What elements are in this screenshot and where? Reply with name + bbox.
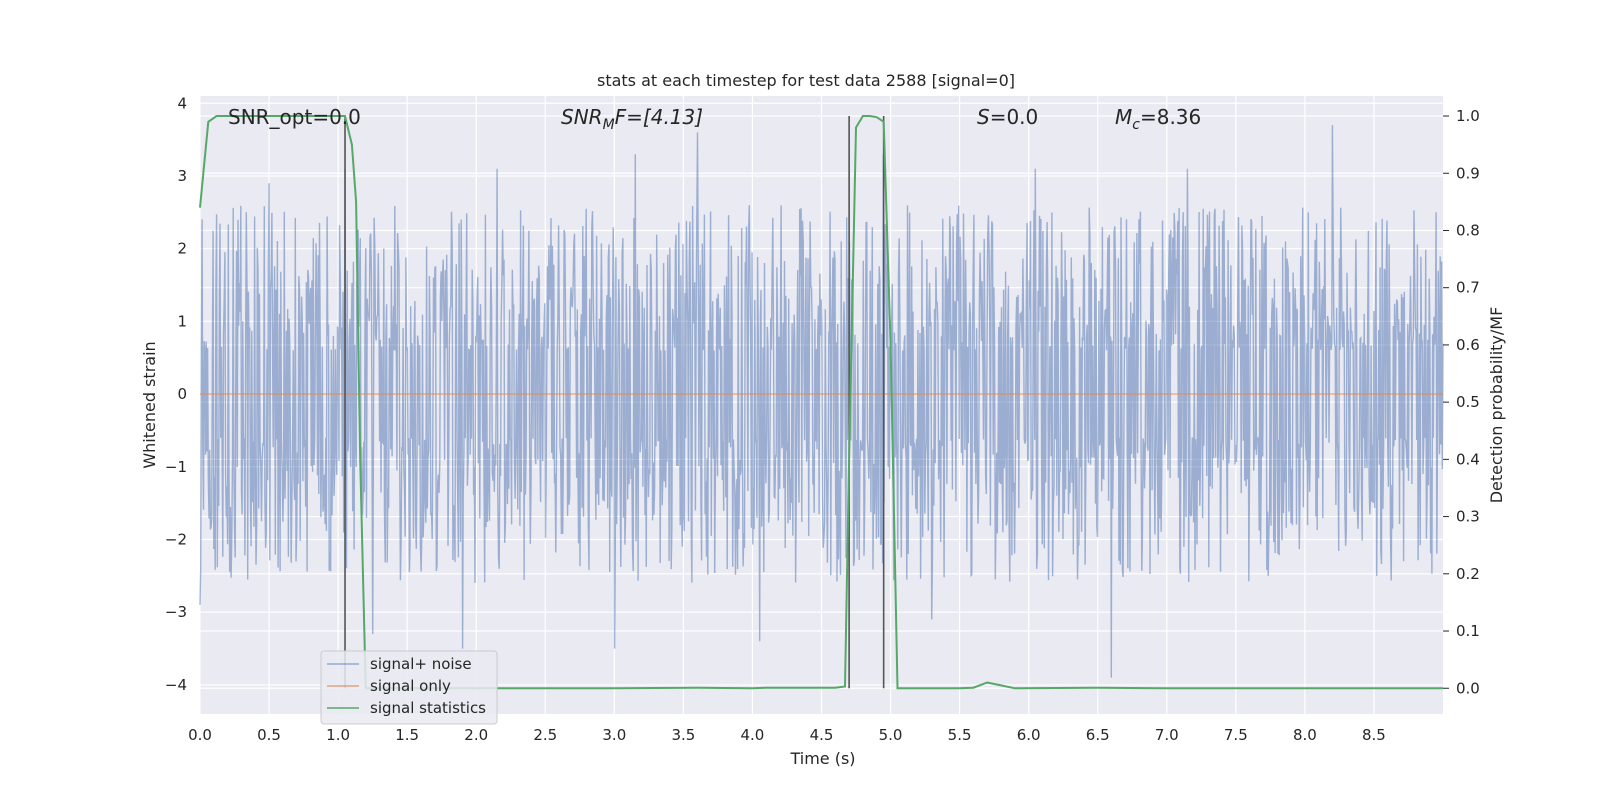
x-tick-label: 1.5: [395, 726, 419, 744]
x-tick-label: 7.0: [1155, 726, 1179, 744]
x-tick-label: 1.0: [326, 726, 350, 744]
y-left-tick-label: −3: [165, 603, 187, 621]
x-tick-label: 2.5: [533, 726, 557, 744]
vertical-markers: [344, 116, 885, 689]
annotation-s-italic: S: [977, 105, 990, 129]
annotation-snr-mf-sub: M: [603, 117, 615, 133]
y-left-tick-label: −1: [165, 458, 187, 476]
y-right-tick-labels: 1.0 0.9 0.8 0.7 0.6 0.5 0.4 0.3 0.2 0.1 0.0: [1443, 107, 1480, 697]
y-right-tick-label: 0.7: [1456, 279, 1480, 297]
signal-noise-series: [199, 125, 1444, 678]
annotation-snr-mf: SNRMF=[4.13]: [561, 105, 703, 133]
y-left-tick-label: 1: [177, 312, 187, 330]
annotation-snr-mf-base: SNR: [561, 105, 603, 129]
y-left-tick-label: 0: [177, 385, 187, 403]
y-right-axis-label: Detection probability/MF: [1487, 307, 1506, 504]
x-tick-label: 5.5: [948, 726, 972, 744]
x-tick-label: 8.5: [1362, 726, 1386, 744]
chart-title: stats at each timestep for test data 258…: [597, 71, 1015, 90]
signal-statistics-series: [199, 115, 1443, 690]
y-right-tick-label: 0.2: [1456, 565, 1480, 583]
x-tick-label: 3.0: [602, 726, 626, 744]
legend-box: [320, 650, 498, 725]
y-right-tick-label: 0.0: [1456, 679, 1480, 697]
signal-noise-line: [199, 125, 1444, 678]
y-right-tick-label: 0.4: [1456, 450, 1480, 468]
y-right-tick-label: 0.5: [1456, 393, 1480, 411]
y-left-tick-label: −4: [165, 676, 187, 694]
x-tick-label: 2.0: [464, 726, 488, 744]
annotation-snr-mf-tail: F=[4.13]: [615, 105, 703, 129]
x-tick-label: 4.5: [810, 726, 834, 744]
y-right-tick-label: 0.3: [1456, 508, 1480, 526]
annotation-mc: Mc=8.36: [1115, 105, 1201, 133]
y-left-tick-label: 4: [177, 94, 187, 112]
legend: signal+ noise signal only signal statist…: [320, 650, 498, 725]
x-tick-label: 6.0: [1017, 726, 1041, 744]
signal-statistics-line: [199, 115, 1443, 690]
y-right-tick-label: 0.6: [1456, 336, 1480, 354]
y-right-tick-label: 0.1: [1456, 622, 1480, 640]
x-tick-label: 5.0: [879, 726, 903, 744]
y-left-tick-label: 2: [177, 240, 187, 258]
legend-label-signal-statistics: signal statistics: [370, 699, 486, 717]
x-tick-label: 3.5: [671, 726, 695, 744]
y-left-tick-label: 3: [177, 167, 187, 185]
x-tick-label: 8.0: [1293, 726, 1317, 744]
y-right-tick-label: 0.8: [1456, 221, 1480, 239]
x-tick-labels: 0.0 0.5 1.0 1.5 2.0 2.5 3.0 3.5 4.0 4.5 5.0 5.5 6.0 6…: [188, 726, 1386, 744]
x-tick-label: 4.0: [741, 726, 765, 744]
y-left-axis-label: Whitened strain: [140, 341, 159, 468]
x-axis-label: Time (s): [789, 749, 855, 768]
y-right-tick-label: 0.9: [1456, 164, 1480, 182]
y-right-tick-label: 1.0: [1456, 107, 1480, 125]
y-left-tick-label: −2: [165, 531, 187, 549]
annotation-s: S=0.0: [977, 105, 1038, 129]
annotation-snr-opt: SNR_opt=0.0: [228, 105, 361, 129]
x-tick-label: 7.5: [1224, 726, 1248, 744]
x-tick-label: 0.5: [257, 726, 281, 744]
annotation-mc-base: M: [1115, 105, 1132, 129]
annotation-mc-sub: c: [1132, 117, 1140, 133]
legend-label-signal-noise: signal+ noise: [370, 655, 472, 673]
annotation-s-tail: =0.0: [990, 105, 1039, 129]
x-tick-label: 6.5: [1086, 726, 1110, 744]
y-left-tick-labels: 4 3 2 1 0 −1 −2 −3 −4: [165, 94, 187, 694]
x-tick-label: 0.0: [188, 726, 212, 744]
legend-label-signal-only: signal only: [370, 677, 451, 695]
annotation-mc-tail: =8.36: [1140, 105, 1201, 129]
